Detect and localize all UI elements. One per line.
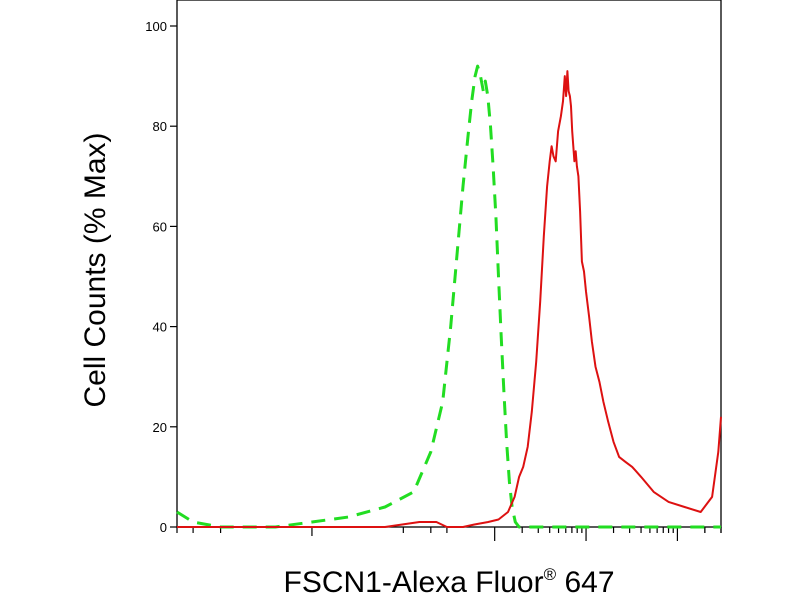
x-axis-title: FSCN1-Alexa Fluor® 647 (284, 565, 615, 599)
x-axis-title-suffix: 647 (556, 566, 614, 599)
y-tick-label: 100 (145, 19, 167, 34)
x-axis-title-main: FSCN1-Alexa Fluor (284, 566, 544, 599)
y-axis-title: Cell Counts (% Max) (79, 132, 112, 407)
series-layer (176, 64, 722, 529)
y-tick-label: 80 (153, 119, 167, 134)
series-line-control (176, 64, 721, 529)
plot-frame (176, 0, 722, 528)
x-axis-title-superscript: ® (544, 565, 557, 584)
y-tick-label: 0 (160, 520, 167, 535)
x-axis-ticks (176, 527, 722, 541)
series-line-sample (177, 70, 722, 528)
y-tick-label: 20 (153, 420, 167, 435)
y-tick-label: 40 (153, 320, 167, 335)
y-axis-ticks: 0 20 40 60 80 100 (145, 19, 177, 535)
y-tick-label: 60 (153, 219, 167, 234)
